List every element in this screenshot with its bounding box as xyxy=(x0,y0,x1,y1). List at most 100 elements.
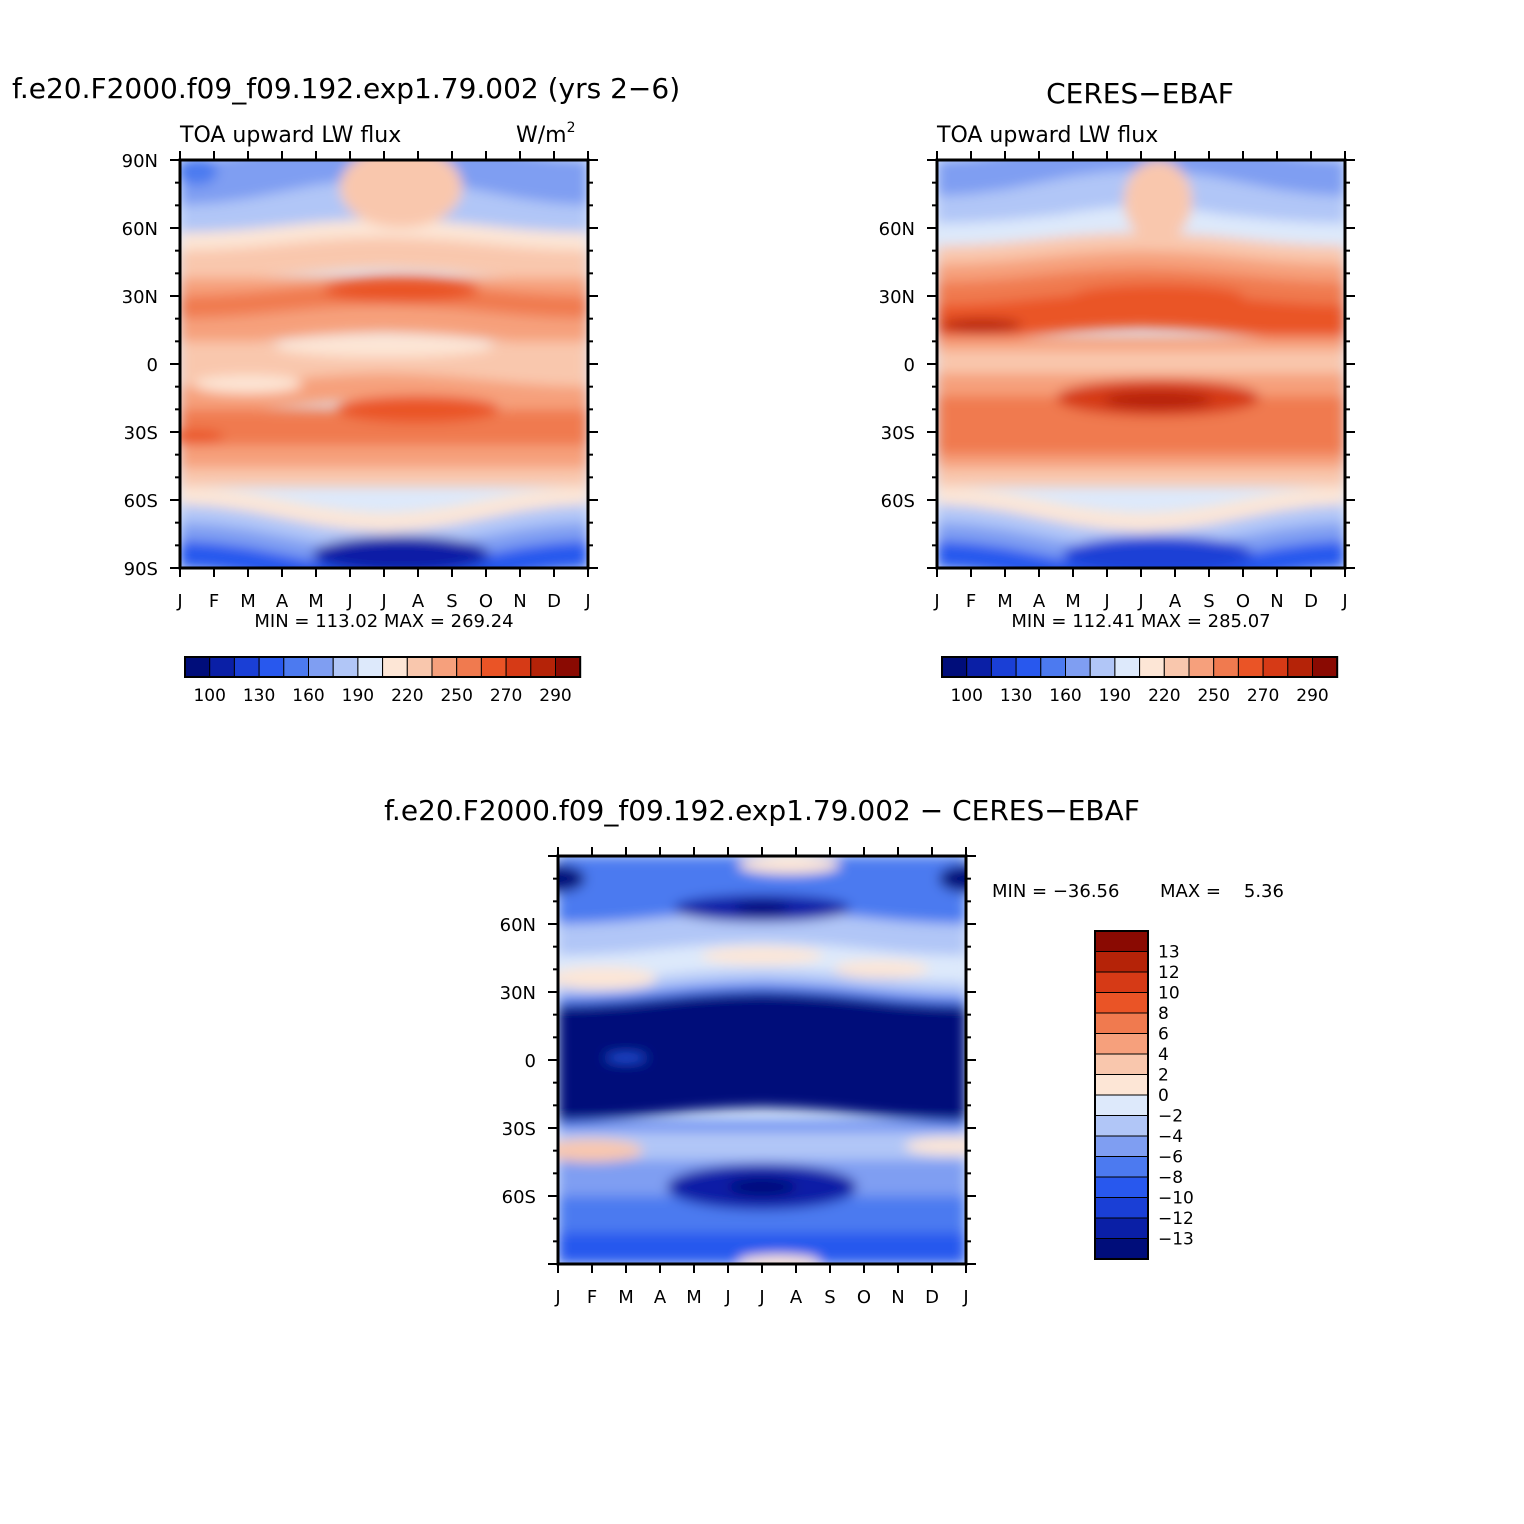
colorbar-label: −10 xyxy=(1158,1189,1194,1209)
contour-cell xyxy=(558,1139,643,1162)
contour-band xyxy=(180,468,588,487)
colorbar-swatch xyxy=(1015,656,1042,678)
colorbar-label: 13 xyxy=(1158,943,1180,963)
colorbar-swatch xyxy=(357,656,384,678)
obs-minmax: MIN = 112.41 MAX = 285.07 xyxy=(1011,611,1270,632)
month-tick-label: J xyxy=(1341,591,1347,612)
contour-band xyxy=(180,486,588,532)
contour-cell xyxy=(275,334,493,358)
colorbar-label: 6 xyxy=(1158,1025,1169,1045)
colorbar-frame xyxy=(941,656,1339,678)
colorbar-swatch xyxy=(1287,656,1314,678)
contour-band xyxy=(180,540,588,568)
colorbar-swatch xyxy=(941,656,968,678)
diff-panel: f.e20.F2000.f09_f09.192.exp1.79.002 − CE… xyxy=(384,794,1284,1308)
lat-tick-label: 30S xyxy=(881,423,915,444)
contour-band xyxy=(180,341,588,387)
contour-cell xyxy=(322,275,480,303)
colorbar-swatch xyxy=(1094,1197,1149,1219)
colorbar-label: 270 xyxy=(1247,686,1279,706)
lat-tick-label: 90N xyxy=(122,151,158,172)
colorbar-swatch xyxy=(1094,1033,1149,1055)
colorbar-swatch xyxy=(258,656,285,678)
colorbar-label: −4 xyxy=(1158,1127,1183,1147)
lat-tick-label: 60S xyxy=(124,491,158,512)
obs-colorbar: 100 130 160 190 220 250 270 290 xyxy=(941,656,1339,706)
colorbar-swatch xyxy=(1094,992,1149,1014)
colorbar-frame xyxy=(1094,930,1149,1260)
colorbar-swatch xyxy=(1094,1053,1149,1075)
colorbar-swatch xyxy=(1065,656,1091,678)
colorbar-swatch xyxy=(1094,1176,1149,1198)
model-colorbar: 100 130 160 190 220 250 270 290 xyxy=(184,656,582,706)
contour-cell xyxy=(1103,391,1213,410)
month-tick-label: J xyxy=(346,591,352,612)
contour-band xyxy=(180,445,588,469)
month-tick-label: A xyxy=(412,591,425,612)
diff-min: MIN = −36.56 xyxy=(992,881,1119,902)
colorbar-frame xyxy=(184,656,582,678)
contour-cell xyxy=(734,901,790,915)
month-tick-label: M xyxy=(686,1287,702,1308)
colorbar-swatch xyxy=(1089,656,1116,678)
colorbar-label: 220 xyxy=(1148,686,1180,706)
lat-tick-label: 0 xyxy=(904,355,915,376)
colorbar-swatch xyxy=(1237,656,1264,678)
contour-band xyxy=(558,910,966,956)
colorbar-swatch xyxy=(1094,1135,1149,1157)
contour-cell xyxy=(605,1054,647,1062)
colorbar-swatch xyxy=(1139,656,1165,678)
lat-tick-label: 30S xyxy=(502,1119,536,1140)
colorbar-swatch xyxy=(184,656,211,678)
colorbar-label: 4 xyxy=(1158,1045,1169,1065)
contour-cell xyxy=(940,318,1022,333)
colorbar-label: 100 xyxy=(950,686,982,706)
contour-cell xyxy=(193,375,303,394)
colorbar-label: 12 xyxy=(1158,963,1180,983)
model-minmax: MIN = 113.02 MAX = 269.24 xyxy=(254,611,513,632)
colorbar-swatch xyxy=(555,656,581,678)
contour-cell xyxy=(738,1254,820,1264)
month-tick-label: J xyxy=(554,1287,560,1308)
diff-heatmap xyxy=(558,856,966,1264)
month-tick-label: N xyxy=(891,1287,904,1308)
month-tick-label: A xyxy=(790,1287,803,1308)
contour-band xyxy=(180,305,588,346)
contour-cell xyxy=(738,856,841,875)
colorbar-label: 0 xyxy=(1158,1086,1169,1106)
colorbar-label: −6 xyxy=(1158,1148,1183,1168)
contour-band xyxy=(180,237,588,283)
colorbar-swatch xyxy=(308,656,334,678)
colorbar-label: 270 xyxy=(490,686,522,706)
lat-tick-label: 30S xyxy=(124,423,158,444)
diff-max: MAX = 5.36 xyxy=(1160,881,1284,902)
lat-tick-label: 0 xyxy=(525,1051,536,1072)
contour-cell xyxy=(558,967,657,990)
month-tick-label: M xyxy=(618,1287,634,1308)
model-units-label: W/m2 xyxy=(516,120,576,148)
contour-cell xyxy=(1062,536,1254,568)
contour-cell xyxy=(180,429,225,444)
colorbar-label: 220 xyxy=(391,686,423,706)
colorbar-swatch xyxy=(1094,1156,1149,1178)
contour-band xyxy=(558,1121,966,1131)
month-tick-label: A xyxy=(276,591,289,612)
colorbar-swatch xyxy=(1094,1074,1149,1096)
month-tick-label: M xyxy=(997,591,1013,612)
month-tick-label: N xyxy=(1270,591,1283,612)
colorbar-label: 290 xyxy=(539,686,571,706)
colorbar-swatch xyxy=(406,656,433,678)
contour-cell xyxy=(904,1137,966,1156)
contour-cell xyxy=(938,865,966,893)
colorbar-swatch xyxy=(505,656,532,678)
model-title: f.e20.F2000.f09_f09.192.exp1.79.002 (yrs… xyxy=(12,72,680,105)
month-tick-label: D xyxy=(1304,591,1318,612)
month-tick-label: J xyxy=(380,591,386,612)
contour-band xyxy=(937,350,1345,374)
colorbar-label: 190 xyxy=(342,686,374,706)
obs-title: CERES−EBAF xyxy=(1046,77,1234,110)
contour-band xyxy=(558,982,966,1006)
